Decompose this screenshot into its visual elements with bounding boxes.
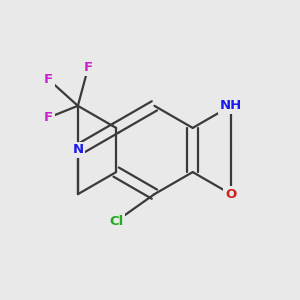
Text: F: F (44, 111, 53, 124)
Text: F: F (44, 73, 53, 86)
Text: F: F (84, 61, 93, 74)
Text: Cl: Cl (109, 215, 123, 228)
Text: N: N (72, 143, 83, 157)
Text: O: O (225, 188, 237, 201)
Text: NH: NH (220, 99, 242, 112)
